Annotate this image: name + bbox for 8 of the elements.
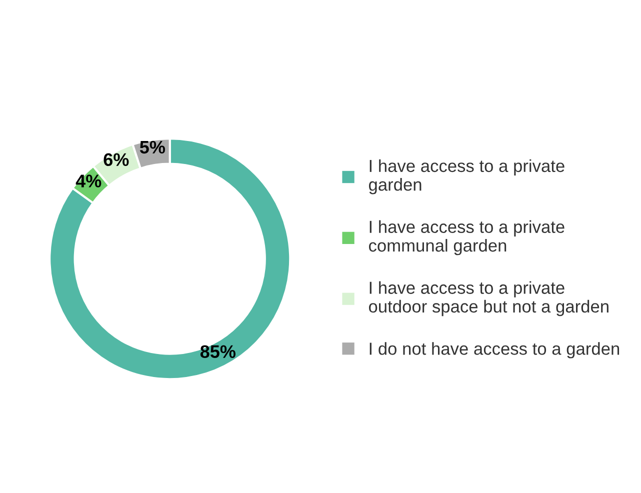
data-label: 6% <box>104 153 129 166</box>
legend-label: I have access to a private outdoor space but not a garden <box>368 281 608 316</box>
legend-label: I have access to a private communal garden <box>368 220 564 256</box>
legend-label: I have access to a private garden <box>368 159 564 194</box>
legend-label: I do not have access to a garden <box>370 342 620 358</box>
donut-slice <box>48 137 292 380</box>
data-label: 5% <box>140 140 166 154</box>
data-label: 85% <box>200 345 236 358</box>
